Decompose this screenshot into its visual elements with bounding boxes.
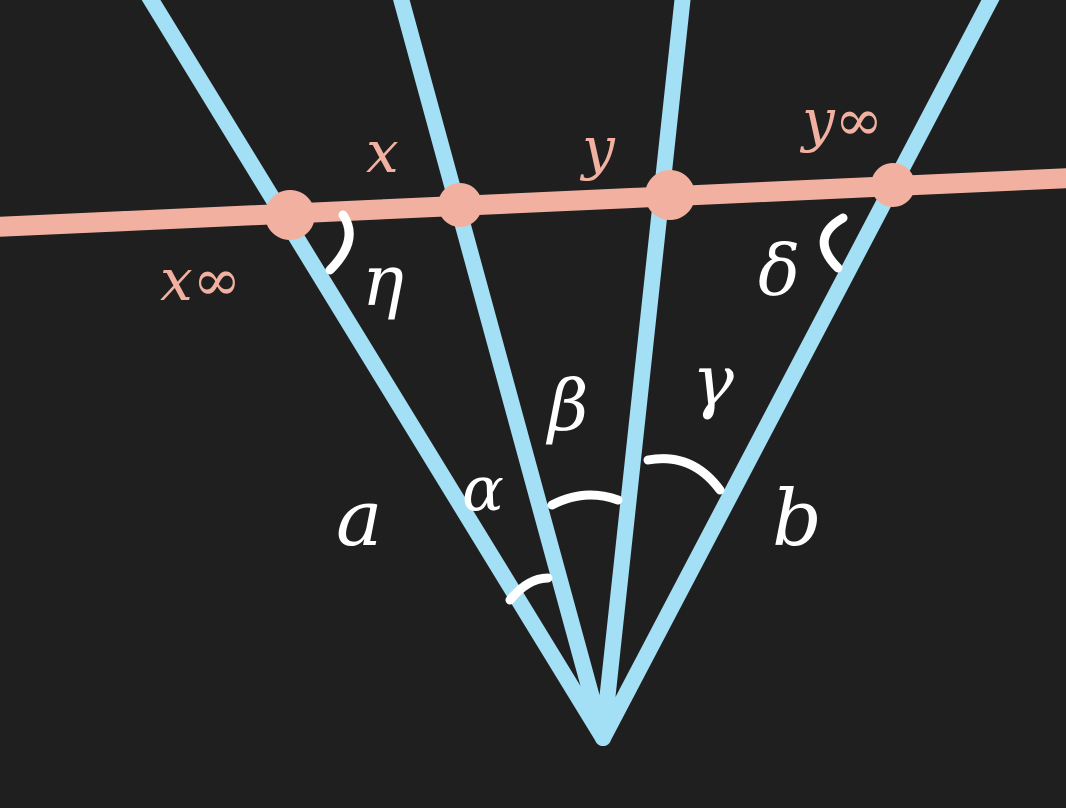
point-x <box>438 183 482 227</box>
rays <box>141 0 1000 746</box>
label-delta: δ <box>758 230 800 312</box>
ray-b <box>595 0 1000 746</box>
arc-delta <box>819 213 848 273</box>
label-x: x <box>366 118 399 186</box>
point-labels: x∞ x y y∞ <box>160 86 883 314</box>
point-y <box>645 170 695 220</box>
angle-labels: η δ β γ α a b <box>336 230 822 564</box>
arc-alpha <box>505 573 553 605</box>
label-beta: β <box>545 365 588 447</box>
label-y: y <box>579 114 616 182</box>
label-eta: η <box>362 240 404 322</box>
arc-beta <box>547 490 623 510</box>
arc-gamma <box>643 454 725 495</box>
angle-arcs <box>325 210 848 605</box>
ray-a <box>141 0 611 746</box>
label-gamma: γ <box>692 340 734 422</box>
point-x-inf <box>265 190 315 240</box>
ray-2 <box>393 0 611 746</box>
ray-3 <box>595 0 691 746</box>
arc-eta <box>325 210 354 275</box>
label-alpha: α <box>462 452 504 525</box>
label-a: a <box>336 474 383 564</box>
label-b: b <box>772 474 822 564</box>
point-y-inf <box>871 163 915 207</box>
label-x-inf: x∞ <box>160 246 241 314</box>
intersection-points <box>265 163 915 240</box>
label-y-inf: y∞ <box>799 86 883 154</box>
